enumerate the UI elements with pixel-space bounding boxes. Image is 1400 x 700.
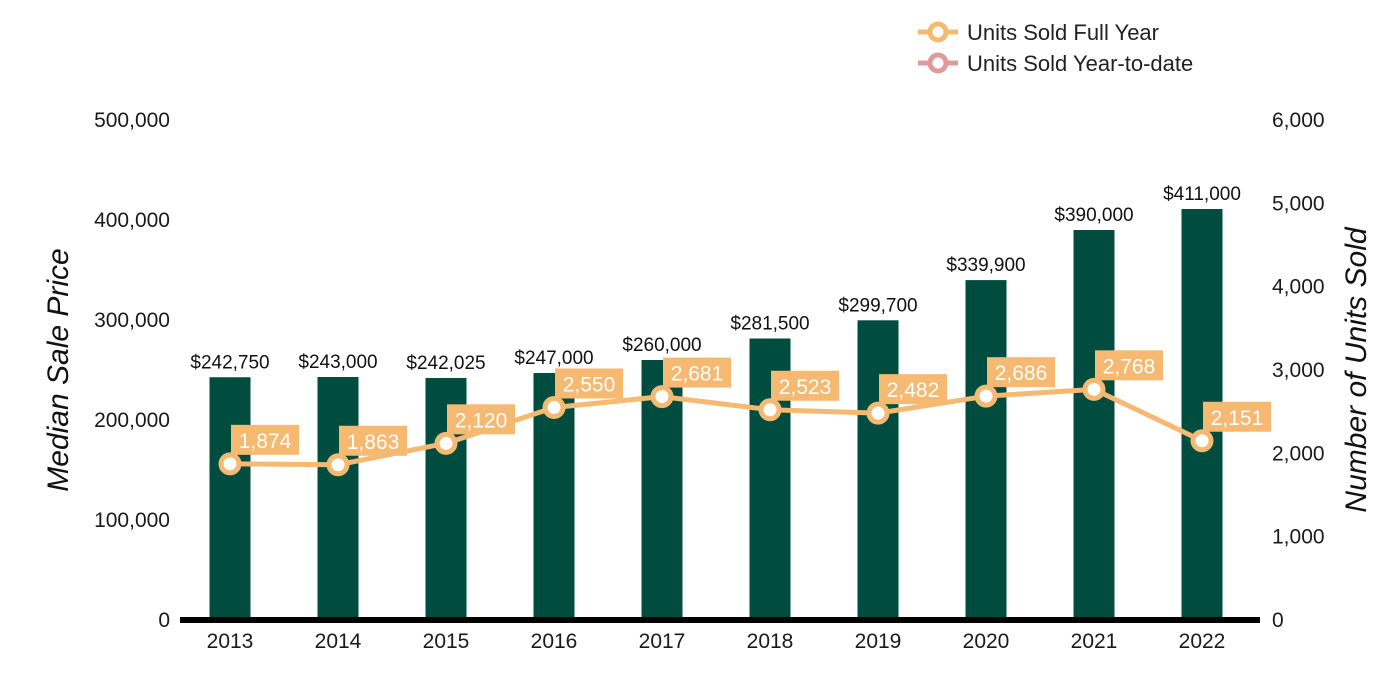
right-tick-label: 0: [1272, 609, 1284, 632]
point-value-label: 2,686: [995, 362, 1048, 385]
series-point: [1190, 429, 1214, 453]
bars: [209, 209, 1223, 620]
series-point: [866, 401, 890, 425]
series-point: [542, 396, 566, 419]
point-value-label: 2,768: [1103, 355, 1156, 378]
point-label-box: [1095, 350, 1163, 381]
right-axis-title: Number of Units Sold: [1340, 226, 1373, 512]
x-tick-label: 2021: [1071, 630, 1118, 653]
x-tick-label: 2015: [423, 630, 470, 653]
right-tick-label: 1,000: [1272, 526, 1325, 549]
bar-2019: [857, 320, 899, 620]
series-point: [218, 452, 242, 476]
point-value-label: 1,874: [239, 430, 292, 453]
bar-value-label: $299,700: [838, 295, 917, 316]
bar-value-label: $247,000: [514, 348, 593, 369]
legend-label: Units Sold Year-to-date: [967, 51, 1193, 76]
series-point: [1082, 377, 1106, 401]
x-tick-label: 2013: [207, 630, 254, 653]
bar-2020: [965, 280, 1007, 620]
point-value-label: 1,863: [347, 431, 400, 454]
point-label-box: [771, 370, 839, 401]
series-point: [650, 385, 674, 409]
legend-label: Units Sold Full Year: [967, 20, 1159, 45]
x-tick-label: 2017: [639, 630, 686, 653]
bar-value-label: $390,000: [1054, 205, 1133, 226]
point-label-box: [663, 357, 731, 388]
right-axis-ticks: 0 1,000 2,000 3,000 4,000 5,000 6,000: [1272, 109, 1325, 632]
series-point: [434, 431, 458, 455]
x-tick-label: 2016: [531, 630, 578, 653]
bar-value-label: $260,000: [622, 335, 701, 356]
point-value-label: 2,523: [779, 376, 832, 399]
x-tick-label: 2018: [747, 630, 794, 653]
point-value-label: 2,151: [1211, 407, 1264, 430]
bar-2013: [209, 377, 251, 620]
legend: Units Sold Full Year Units Sold Year-to-d…: [918, 20, 1193, 76]
right-tick-label: 5,000: [1272, 192, 1325, 215]
point-label-box: [987, 357, 1055, 388]
x-tick-label: 2022: [1179, 630, 1226, 653]
right-tick-label: 6,000: [1272, 109, 1325, 132]
bar-value-label: $339,900: [946, 255, 1025, 276]
bar-value-label: $243,000: [298, 352, 377, 373]
point-value-labels: 1,874 1,863 2,120 2,550 2,681 2,523 2,482 2,686…: [231, 350, 1271, 456]
bar-2021: [1073, 230, 1115, 620]
series-point: [974, 384, 998, 408]
point-label-box: [231, 424, 299, 455]
right-tick-label: 3,000: [1272, 359, 1325, 382]
left-tick-label: 200,000: [94, 409, 170, 432]
bar-value-label: $281,500: [730, 314, 809, 335]
point-value-label: 2,482: [887, 379, 940, 402]
legend-marker: [927, 21, 949, 43]
bar-2014: [317, 377, 359, 620]
right-tick-label: 4,000: [1272, 276, 1325, 299]
left-tick-label: 300,000: [94, 309, 170, 332]
left-tick-label: 0: [158, 609, 170, 632]
point-value-label: 2,550: [563, 374, 616, 397]
left-axis-ticks: 0 100,000 200,000 300,000 400,000 500,000: [94, 109, 170, 632]
point-label-box: [339, 425, 407, 456]
left-tick-label: 400,000: [94, 209, 170, 232]
point-label-box: [879, 374, 947, 405]
x-tick-label: 2020: [963, 630, 1010, 653]
point-label-box: [447, 404, 515, 435]
legend-marker: [927, 52, 949, 74]
bar-value-label: $242,025: [406, 353, 485, 374]
bar-value-label: $411,000: [1163, 184, 1241, 205]
x-tick-label: 2014: [315, 630, 362, 653]
point-label-box: [555, 368, 623, 399]
point-label-box: [1203, 401, 1271, 432]
x-axis-ticks: 2013 2014 2015 2016 2017 2018 2019 2020 2021 2022: [207, 630, 1226, 653]
left-axis-title: Median Sale Price: [42, 248, 75, 491]
series-point: [758, 398, 782, 422]
bar-value-labels: $242,750 $243,000 $242,025 $247,000 $260,000…: [190, 184, 1241, 374]
bar-value-label: $242,750: [190, 352, 269, 373]
left-tick-label: 100,000: [94, 509, 170, 532]
left-tick-label: 500,000: [94, 109, 170, 132]
right-tick-label: 2,000: [1272, 442, 1325, 465]
x-tick-label: 2019: [855, 630, 902, 653]
series-point: [326, 453, 350, 477]
point-value-label: 2,120: [455, 409, 508, 432]
point-value-label: 2,681: [671, 363, 724, 386]
